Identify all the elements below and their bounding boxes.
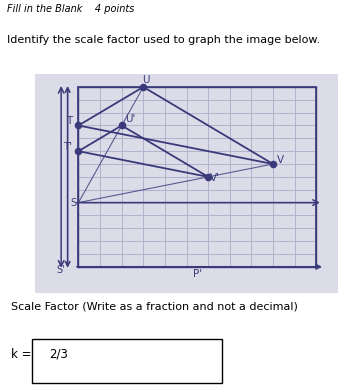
Text: T': T' [63, 142, 72, 152]
Text: k =: k = [11, 348, 31, 361]
Text: Identify the scale factor used to graph the image below.: Identify the scale factor used to graph … [7, 35, 320, 45]
Text: S: S [70, 199, 76, 208]
Text: S': S' [57, 265, 65, 275]
Text: V: V [277, 155, 284, 165]
Text: P': P' [193, 269, 202, 279]
Text: U: U [142, 75, 149, 85]
Point [119, 122, 125, 129]
Text: V': V' [210, 174, 220, 183]
Text: Scale Factor (Write as a fraction and not a decimal): Scale Factor (Write as a fraction and no… [11, 301, 297, 311]
Point [140, 84, 146, 90]
Bar [78, 87, 316, 267]
Point [76, 148, 81, 154]
Text: Fill in the Blank    4 points: Fill in the Blank 4 points [7, 4, 134, 14]
Point [205, 174, 211, 180]
Point [270, 161, 276, 167]
FancyBboxPatch shape [32, 339, 222, 383]
Text: U': U' [125, 114, 135, 124]
Point [76, 122, 81, 129]
Text: 2/3: 2/3 [49, 348, 68, 361]
Text: T: T [66, 116, 72, 126]
